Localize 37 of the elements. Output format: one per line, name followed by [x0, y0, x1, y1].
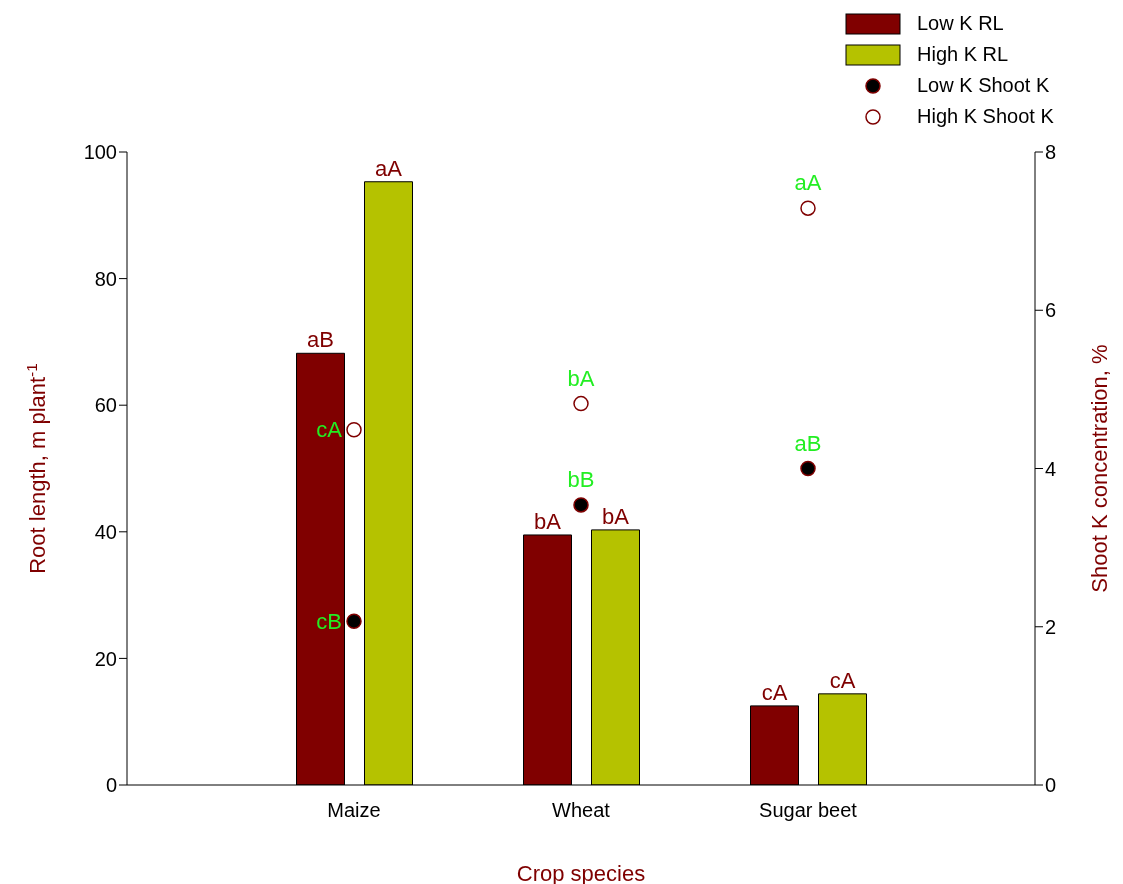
- y2-tick-label: 8: [1045, 141, 1057, 164]
- legend-label: Low K Shoot K: [917, 74, 1050, 97]
- y-tick-label: 40: [94, 520, 117, 543]
- y-tick-label: 0: [105, 774, 117, 797]
- y2-tick-label: 6: [1045, 299, 1057, 322]
- data-label: aB: [307, 327, 334, 353]
- legend-label: High K RL: [917, 43, 1009, 66]
- point: [573, 395, 589, 412]
- data-label: bA: [534, 508, 562, 534]
- y-tick-label: 20: [94, 647, 117, 670]
- legend-label: High K Shoot K: [917, 105, 1054, 128]
- legend-label: Low K RL: [917, 12, 1004, 35]
- data-label: cA: [829, 667, 856, 693]
- point: [346, 421, 362, 438]
- x-tick-label: Sugar beet: [759, 799, 858, 822]
- x-tick-label: Maize: [327, 799, 381, 822]
- point: [800, 200, 816, 216]
- data-label: bB: [567, 466, 595, 492]
- y-tick-label: 80: [94, 267, 117, 290]
- point: [573, 497, 589, 513]
- data-label: aB: [794, 430, 822, 456]
- data-label: bA: [602, 503, 630, 529]
- data-label: cB: [316, 608, 342, 634]
- y-tick-label: 100: [83, 141, 117, 164]
- data-label: cA: [761, 679, 788, 705]
- data-label: bA: [567, 365, 595, 391]
- data-label: aA: [794, 170, 822, 196]
- y2-tick-label: 4: [1045, 457, 1057, 480]
- y-tick-label: 60: [94, 394, 117, 417]
- data-label: aA: [375, 155, 403, 181]
- y2-axis-title: Shoot K concentration, %: [1087, 344, 1112, 593]
- point: [800, 460, 816, 477]
- y2-tick-label: 2: [1045, 615, 1057, 638]
- y2-tick-label: 0: [1045, 774, 1057, 797]
- x-tick-label: Wheat: [552, 799, 611, 822]
- point: [346, 613, 362, 629]
- data-label: cA: [316, 417, 343, 443]
